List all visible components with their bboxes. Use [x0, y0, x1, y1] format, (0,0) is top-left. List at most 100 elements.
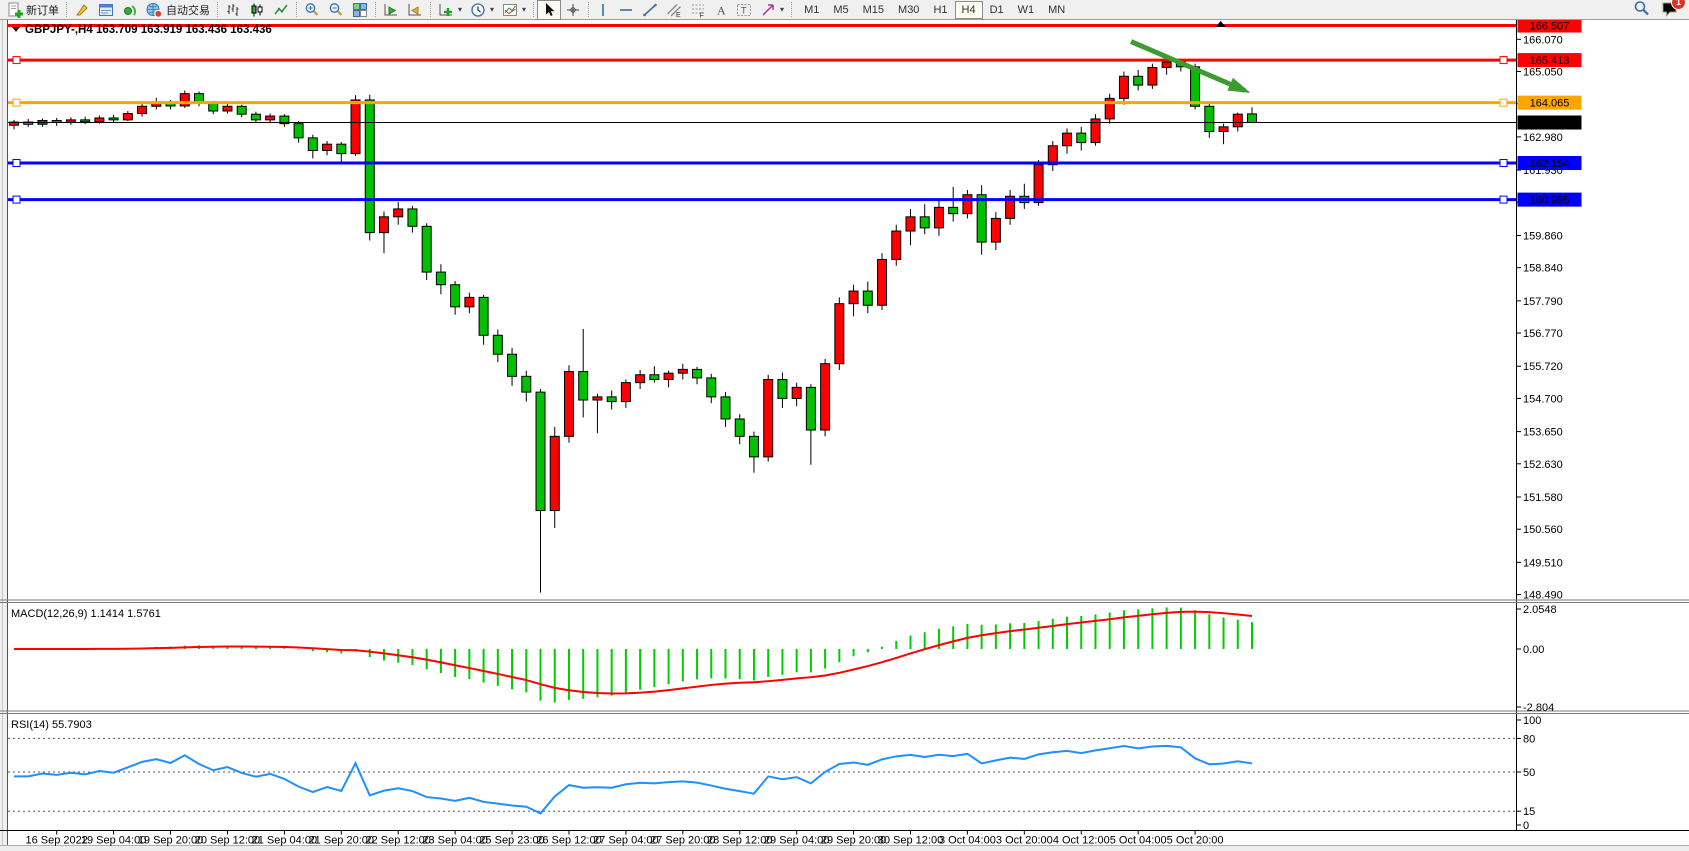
candle	[322, 143, 333, 151]
strategy-tester-button[interactable]	[118, 0, 142, 20]
indicators-button[interactable]: ▾	[434, 0, 466, 20]
svg-text:100: 100	[1523, 715, 1541, 727]
horizontal-line-button[interactable]	[614, 0, 638, 20]
timeframe-button-M15[interactable]: M15	[862, 3, 885, 16]
time-label: 19 Sep 04:00	[81, 835, 146, 847]
toolbar-right: 1	[1633, 0, 1689, 20]
candle	[1090, 118, 1101, 144]
periods-button[interactable]: ▾	[466, 0, 498, 20]
auto-scroll-button[interactable]	[379, 0, 403, 20]
autotrading-button[interactable]: 自动交易	[142, 0, 214, 20]
candle	[549, 435, 560, 512]
timeframe-button-M1[interactable]: M1	[804, 3, 820, 16]
candle	[293, 123, 304, 139]
timeframe-button-M5[interactable]: M5	[833, 3, 849, 16]
horizontal-line-icon	[618, 2, 634, 18]
new-order-button[interactable]: 新订单	[3, 0, 63, 20]
svg-text:152.630: 152.630	[1523, 459, 1563, 471]
crosshair-icon	[565, 2, 581, 18]
trendline-icon	[642, 2, 658, 18]
line-handle[interactable]	[1499, 98, 1508, 107]
line-handle[interactable]	[12, 195, 21, 204]
candle	[919, 216, 930, 229]
candle	[80, 119, 91, 123]
timeframe-button-M30[interactable]: M30	[898, 3, 920, 16]
timeframe-button-W1[interactable]: W1	[1017, 3, 1035, 16]
candle	[976, 194, 987, 243]
trendline-button[interactable]	[638, 0, 662, 20]
zoom-in-icon	[304, 2, 320, 18]
time-label: 23 Sep 04:00	[422, 835, 487, 847]
candle	[521, 375, 532, 393]
candle	[1033, 164, 1044, 204]
cursor-button[interactable]	[537, 0, 562, 20]
trend-arrow[interactable]	[1130, 39, 1251, 93]
line-handle[interactable]	[1499, 159, 1508, 168]
line-handle[interactable]	[12, 159, 21, 168]
line-chart-button[interactable]	[269, 0, 293, 20]
macd-signal-line	[13, 610, 1253, 695]
fibonacci-button[interactable]: F	[686, 0, 710, 20]
metaeditor-icon	[74, 2, 90, 18]
candle	[464, 296, 475, 308]
svg-text:148.490: 148.490	[1523, 590, 1563, 602]
symbol-dropdown-icon[interactable]	[12, 27, 20, 32]
tile-windows-button[interactable]	[348, 0, 372, 20]
bar-chart-button[interactable]	[221, 0, 245, 20]
price-badge	[1517, 156, 1582, 171]
candle	[1161, 61, 1172, 68]
candlestick-series	[9, 58, 1258, 593]
time-label: 20 Sep 12:00	[195, 835, 260, 847]
line-handle[interactable]	[1499, 56, 1508, 65]
zoom-out-button[interactable]	[324, 0, 348, 20]
candle	[734, 418, 745, 437]
chart-shift-icon	[407, 2, 423, 18]
time-label: 5 Oct 20:00	[1167, 835, 1224, 847]
timeframe-button-H4[interactable]: H4	[954, 0, 983, 19]
indicators-icon	[438, 2, 454, 18]
line-handle[interactable]	[1499, 195, 1508, 204]
chart-shift-marker[interactable]	[1215, 21, 1226, 27]
svg-text:162.154: 162.154	[1530, 158, 1570, 170]
svg-text:0: 0	[1523, 820, 1529, 832]
vertical-line-button[interactable]	[592, 0, 614, 20]
price-badge	[1517, 53, 1582, 68]
new-order-icon	[7, 2, 23, 18]
arrows-button[interactable]: ▾	[756, 0, 788, 20]
metaeditor-button[interactable]	[70, 0, 94, 20]
templates-button[interactable]: ▾	[498, 0, 530, 20]
candle	[962, 194, 973, 215]
equidistant-channel-button[interactable]: E	[662, 0, 686, 20]
search-icon[interactable]	[1633, 0, 1651, 20]
candle	[265, 115, 276, 121]
svg-text:165.050: 165.050	[1523, 67, 1563, 79]
timeframe-button-D1[interactable]: D1	[989, 3, 1004, 16]
candle	[720, 396, 731, 420]
svg-text:155.720: 155.720	[1523, 361, 1563, 373]
fibonacci-icon: F	[690, 2, 706, 18]
timeframe-button-H1[interactable]: H1	[933, 3, 948, 16]
toolbar-separator	[588, 2, 590, 17]
text-label-button[interactable]: T	[732, 0, 756, 20]
candle	[820, 363, 831, 431]
candlestick-chart-button[interactable]	[245, 0, 269, 20]
time-label: 21 Sep 20:00	[309, 835, 374, 847]
line-handle[interactable]	[12, 56, 21, 65]
line-handle[interactable]	[12, 98, 21, 107]
chart-shift-button[interactable]	[403, 0, 427, 20]
text-button[interactable]: A	[710, 0, 732, 20]
time-label: 5 Oct 04:00	[1110, 835, 1167, 847]
zoom-in-button[interactable]	[300, 0, 324, 20]
candle	[877, 258, 888, 306]
chat-button[interactable]: 1	[1661, 0, 1686, 20]
chart-canvas[interactable]: 166.070165.050164.030162.980161.930160.9…	[0, 20, 1689, 851]
timeframe-button-MN[interactable]: MN	[1048, 3, 1066, 16]
svg-text:50: 50	[1523, 767, 1535, 779]
candle	[421, 225, 432, 273]
crosshair-button[interactable]	[561, 0, 585, 20]
price-badge	[1517, 115, 1582, 130]
candle	[1247, 113, 1258, 124]
svg-text:163.436: 163.436	[1530, 118, 1570, 130]
terminal-button[interactable]	[94, 0, 118, 20]
